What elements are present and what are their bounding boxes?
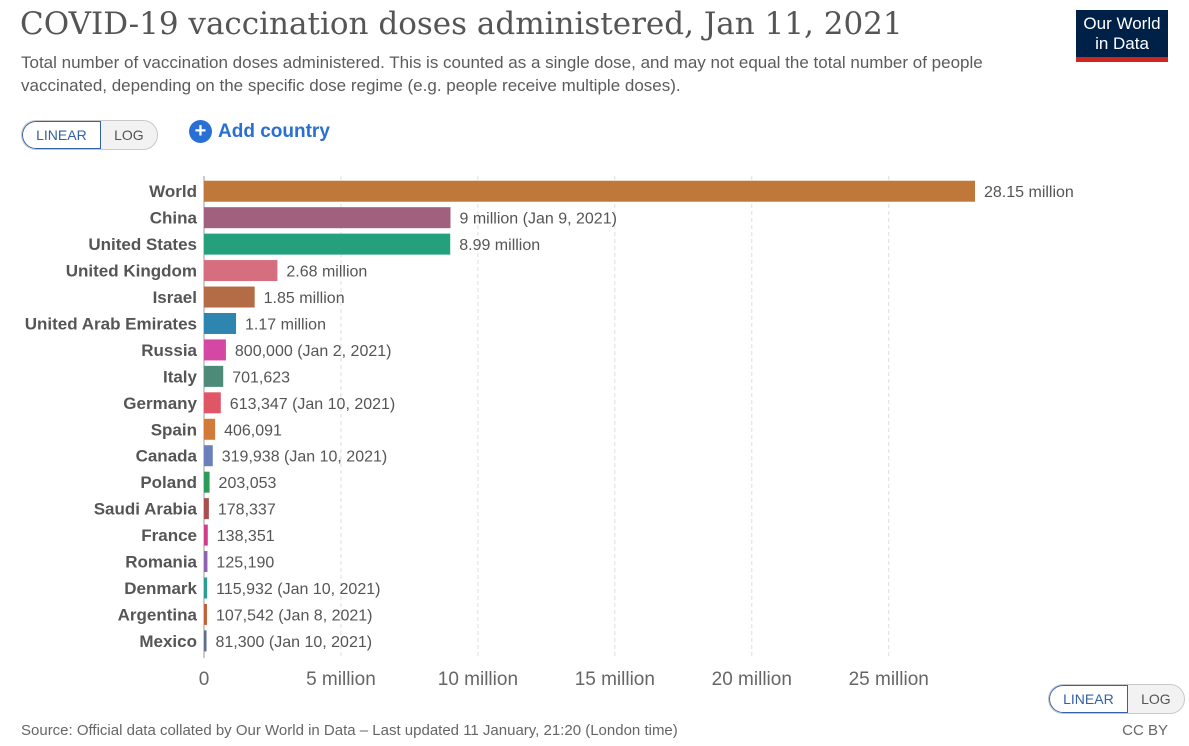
bar-chart: 0 5 million 10 million 15 million 20 million… (25, 176, 1074, 690)
bar (204, 339, 226, 361)
bar (204, 524, 208, 546)
bar-category-label: France (141, 526, 197, 545)
x-tick-label: 15 million (575, 669, 655, 690)
bar-category-label: China (150, 209, 198, 228)
bar-value-label: 125,190 (216, 555, 274, 572)
source-note: Source: Official data collated by Our Wo… (21, 722, 678, 739)
scale-toggle-bottom: LINEAR LOG (1048, 684, 1185, 714)
bar (204, 630, 207, 652)
bar (204, 286, 255, 308)
bar (204, 260, 278, 282)
bar-value-label: 613,347 (Jan 10, 2021) (230, 396, 395, 413)
bar (204, 551, 208, 573)
bar (204, 418, 216, 440)
bar-value-label: 28.15 million (984, 184, 1074, 201)
bar-category-label: United Arab Emirates (25, 314, 197, 333)
bar-category-label: Spain (151, 420, 197, 439)
bar (204, 180, 975, 202)
add-country-button[interactable]: + Add country (189, 120, 330, 143)
bar-category-label: United Kingdom (66, 262, 197, 281)
bar-value-label: 406,091 (224, 422, 282, 439)
bar-category-label: Poland (140, 473, 197, 492)
bar-category-label: Saudi Arabia (94, 500, 198, 519)
x-tick-label: 25 million (849, 669, 929, 690)
bar-category-label: Mexico (139, 632, 197, 651)
bar-category-label: Argentina (118, 605, 198, 624)
bar (204, 207, 451, 229)
log-scale-button[interactable]: LOG (114, 127, 144, 143)
bar-category-label: Israel (153, 288, 197, 307)
bar-value-label: 81,300 (Jan 10, 2021) (216, 634, 373, 651)
bar-value-label: 800,000 (Jan 2, 2021) (235, 343, 392, 360)
bar-category-label: Russia (141, 341, 197, 360)
bar (204, 312, 237, 334)
bar-value-label: 8.99 million (459, 237, 540, 254)
bar (204, 233, 451, 255)
bar-value-label: 203,053 (219, 475, 277, 492)
x-tick-label: 5 million (306, 669, 376, 690)
bar-category-label: Canada (136, 447, 198, 466)
scale-toggle-top: LINEAR LOG (21, 120, 158, 150)
x-tick-label: 20 million (712, 669, 792, 690)
chart-title: COVID-19 vaccination doses administered,… (20, 6, 903, 42)
bar (204, 471, 210, 493)
logo-line-1: Our World (1083, 14, 1161, 33)
bar-category-label: Denmark (124, 579, 197, 598)
bar-category-label: Germany (123, 394, 197, 413)
bar-category-label: Romania (125, 553, 197, 572)
bar-category-label: World (149, 182, 197, 201)
bar (204, 445, 213, 467)
add-country-label: Add country (218, 120, 330, 142)
linear-scale-button[interactable]: LINEAR (22, 121, 101, 149)
x-tick-label: 10 million (438, 669, 518, 690)
chart-subtitle: Total number of vaccination doses admini… (21, 53, 983, 95)
bar-value-label: 2.68 million (286, 264, 367, 281)
bar (204, 392, 221, 414)
bar-value-label: 1.17 million (245, 316, 326, 333)
bar (204, 577, 208, 599)
owid-logo[interactable]: Our World in Data (1076, 10, 1168, 62)
x-tick-label: 0 (199, 669, 210, 690)
log-scale-button-bottom[interactable]: LOG (1141, 691, 1171, 707)
license-link[interactable]: CC BY (1122, 722, 1168, 739)
bar-value-label: 319,938 (Jan 10, 2021) (222, 449, 387, 466)
plus-circle-icon: + (189, 120, 212, 143)
bar-value-label: 1.85 million (264, 290, 345, 307)
bar-category-label: Italy (163, 367, 198, 386)
bar-value-label: 701,623 (232, 369, 290, 386)
bar (204, 498, 209, 520)
logo-line-2: in Data (1095, 34, 1149, 53)
bar-value-label: 107,542 (Jan 8, 2021) (216, 607, 373, 624)
bar-value-label: 115,932 (Jan 10, 2021) (216, 581, 380, 598)
bar (204, 603, 207, 625)
bar (204, 365, 224, 387)
bar-category-label: United States (88, 235, 197, 254)
bar-value-label: 9 million (Jan 9, 2021) (460, 211, 617, 228)
linear-scale-button-bottom[interactable]: LINEAR (1049, 685, 1128, 713)
bar-value-label: 178,337 (218, 502, 276, 519)
bar-value-label: 138,351 (217, 528, 275, 545)
